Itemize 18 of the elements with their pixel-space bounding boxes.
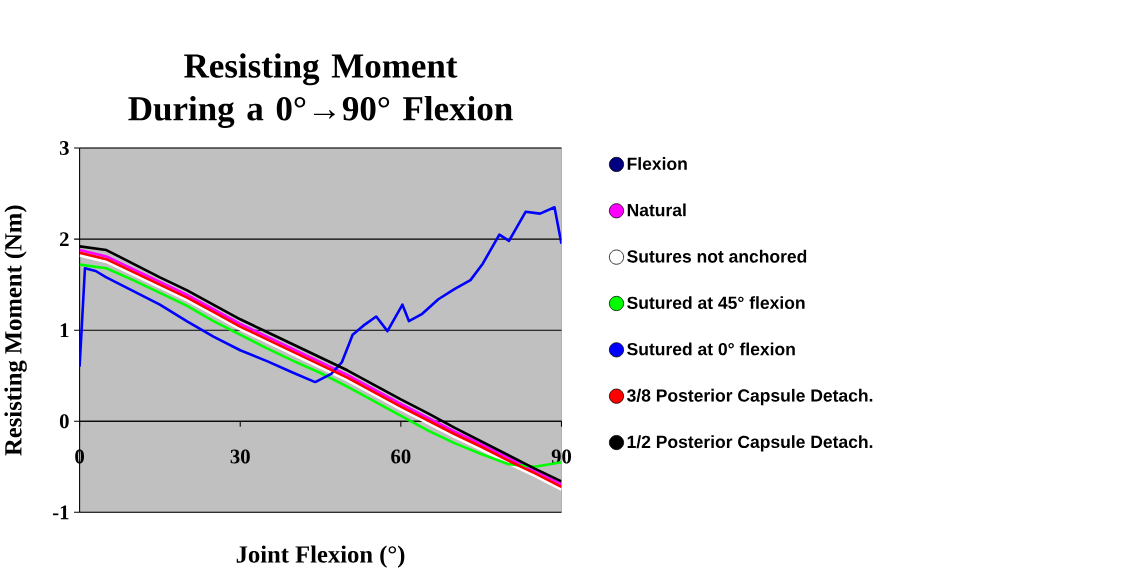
y-tick-label: 2: [60, 232, 69, 246]
legend-label: 3/8 Posterior Capsule Detach.: [627, 388, 873, 406]
x-tick-label: 60: [391, 449, 411, 464]
y-tick-label: -1: [52, 505, 69, 520]
legend-label: 1/2 Posterior Capsule Detach.: [627, 435, 873, 452]
legend-label: Sutures not anchored: [627, 249, 807, 263]
legend-label: Sutured at 0° flexion: [627, 342, 795, 356]
y-tick-label: 3: [59, 141, 69, 155]
x-axis-title: Joint Flexion (°): [236, 545, 405, 568]
y-tick-label: 1: [60, 323, 69, 338]
legend-label: Flexion: [627, 157, 687, 170]
y-tick-label: 0: [59, 414, 69, 429]
x-tick-label: 90: [551, 449, 572, 464]
legend-label: Sutured at 45° flexion: [627, 296, 805, 309]
legend-label: Natural: [627, 203, 686, 217]
y-axis-title: Resisting Moment (Nm): [4, 205, 27, 456]
chart-title: Resisting Moment During a 0°→90° Flexion: [128, 53, 513, 128]
x-tick-label: 30: [230, 449, 250, 464]
